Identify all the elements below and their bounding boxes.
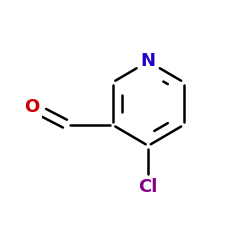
Text: N: N	[141, 52, 156, 70]
Text: Cl: Cl	[138, 178, 158, 196]
Text: O: O	[24, 98, 40, 116]
